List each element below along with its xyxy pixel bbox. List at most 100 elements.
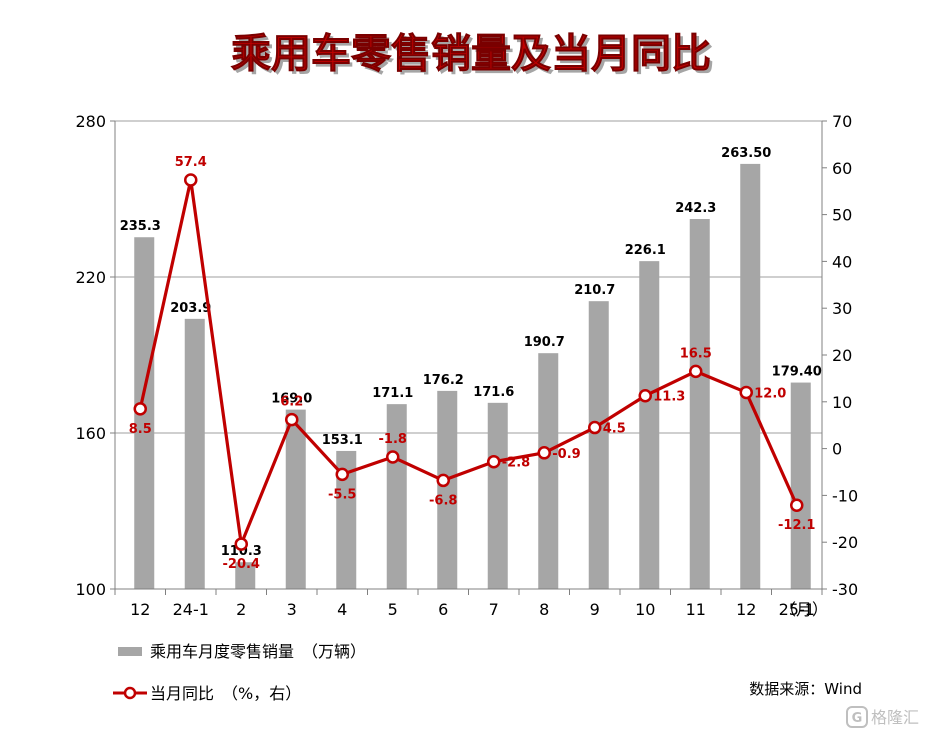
bar-sales xyxy=(235,562,256,589)
yoy-data-label: 6.2 xyxy=(280,395,303,410)
yoy-data-label: 11.3 xyxy=(653,390,685,405)
yoy-data-label: 8.5 xyxy=(129,422,152,437)
yoy-point xyxy=(184,173,198,187)
bar-data-label: 171.1 xyxy=(372,386,413,401)
yoy-point xyxy=(638,388,652,403)
legend-layer: 乘用车月度零售销量 （万辆） 当月同比 （%，右） xyxy=(113,642,366,703)
bar-sales xyxy=(487,402,508,589)
bar-sales xyxy=(689,219,710,589)
x-tick-label: 9 xyxy=(590,600,600,619)
right-tick-label: 20 xyxy=(832,346,852,365)
right-tick-label: -30 xyxy=(832,580,858,599)
chart-title-group: 乘用车零售销量及当月同比 乘用车零售销量及当月同比 xyxy=(231,31,714,80)
yoy-point xyxy=(537,446,551,460)
legend-line-marker xyxy=(123,686,137,700)
bar-data-label: 203.9 xyxy=(170,301,211,316)
bars-layer: 235.3 203.9 110.3 169.0 153.1 171.1 176.2 171.6… xyxy=(120,146,822,589)
x-tick-label: 12 xyxy=(130,600,150,619)
watermark-text: 格隆汇 xyxy=(871,708,919,727)
yoy-data-label: -20.4 xyxy=(223,557,260,572)
yoy-point xyxy=(487,454,501,469)
yoy-point xyxy=(436,473,450,488)
bar-data-label: 179.40 xyxy=(772,365,822,380)
yoy-data-label: -12.1 xyxy=(778,518,815,533)
right-tick-label: 70 xyxy=(832,112,852,131)
x-tick-label: 7 xyxy=(489,600,499,619)
yoy-data-label: -5.5 xyxy=(328,487,356,502)
legend-bar-swatch xyxy=(118,647,142,656)
x-tick-label: 11 xyxy=(686,600,706,619)
bar-data-label: 263.50 xyxy=(721,146,771,161)
bar-sales xyxy=(538,353,559,589)
yoy-data-label: -1.8 xyxy=(379,432,407,447)
legend-bar-label: 乘用车月度零售销量 （万辆） xyxy=(150,642,366,661)
yoy-line xyxy=(138,178,799,546)
x-tick-label: 4 xyxy=(337,600,347,619)
x-axis-unit: （月） xyxy=(780,600,828,619)
yoy-point xyxy=(790,498,804,512)
right-tick-label: 0 xyxy=(832,440,842,459)
yoy-data-label: -0.9 xyxy=(552,447,580,462)
yoy-point xyxy=(386,450,400,464)
yoy-point xyxy=(234,537,248,551)
left-tick-label: 280 xyxy=(75,112,106,131)
yoy-point xyxy=(133,402,147,416)
bar-data-label: 210.7 xyxy=(574,283,615,298)
x-tick-label: 12 xyxy=(736,600,756,619)
chart-title-shadow: 乘用车零售销量及当月同比 xyxy=(234,34,714,80)
bar-data-label: 110.3 xyxy=(221,544,262,559)
bar-sales xyxy=(184,318,205,589)
bar-data-label: 153.1 xyxy=(322,433,363,448)
yoy-point xyxy=(739,385,753,400)
yoy-data-label: 12.0 xyxy=(754,386,786,401)
legend-line-label: 当月同比 （%，右） xyxy=(150,684,301,703)
source-note: 数据来源：Wind xyxy=(749,680,862,698)
yoy-point xyxy=(588,420,602,435)
right-tick-label: -10 xyxy=(832,486,858,505)
chart-title: 乘用车零售销量及当月同比 xyxy=(231,31,711,77)
bar-sales xyxy=(285,409,306,589)
x-tick-label: 6 xyxy=(438,600,448,619)
yoy-point xyxy=(285,412,299,427)
yoy-data-label: -6.8 xyxy=(429,493,457,508)
left-tick-label: 160 xyxy=(75,424,106,443)
yoy-data-label: -2.8 xyxy=(502,456,530,471)
x-tick-label: 2 xyxy=(236,600,246,619)
bar-data-label: 169.0 xyxy=(271,392,312,407)
bar-data-label: 176.2 xyxy=(423,373,464,388)
bar-data-label: 235.3 xyxy=(120,219,161,234)
left-tick-label: 220 xyxy=(75,268,106,287)
right-tick-label: 10 xyxy=(832,393,852,412)
right-tick-label: 30 xyxy=(832,299,852,318)
bar-data-label: 190.7 xyxy=(524,335,565,350)
bar-sales xyxy=(588,301,609,589)
bar-sales xyxy=(790,382,811,589)
yoy-data-label: 57.4 xyxy=(175,155,207,170)
bar-sales xyxy=(437,390,458,589)
bar-data-label: 226.1 xyxy=(625,243,666,258)
bar-data-label: 171.6 xyxy=(473,385,514,400)
bar-data-label: 242.3 xyxy=(675,201,716,216)
yoy-point xyxy=(335,467,349,482)
bar-sales xyxy=(336,450,357,589)
grid-layer xyxy=(115,120,822,434)
left-tick-label: 100 xyxy=(75,580,106,599)
watermark-logo-icon xyxy=(846,706,868,728)
right-tick-label: 50 xyxy=(832,206,852,225)
x-tick-label: 10 xyxy=(635,600,655,619)
watermark: G 格隆汇 xyxy=(846,706,919,728)
yoy-data-label: 4.5 xyxy=(603,422,626,437)
right-tick-label: 60 xyxy=(832,159,852,178)
yoy-point xyxy=(689,364,703,379)
x-tick-label: 3 xyxy=(287,600,297,619)
yoy-data-label: 16.5 xyxy=(680,346,712,361)
x-tick-label: 8 xyxy=(539,600,549,619)
bar-sales xyxy=(740,163,761,589)
line-layer: 8.5 57.4 -20.4 6.2 -5.5 -1.8 -6.8 -2.8 -0.9 4.5 11… xyxy=(129,155,816,572)
right-tick-label: 40 xyxy=(832,252,852,271)
bar-sales xyxy=(639,261,660,589)
x-tick-label: 25-1 xyxy=(779,600,815,619)
